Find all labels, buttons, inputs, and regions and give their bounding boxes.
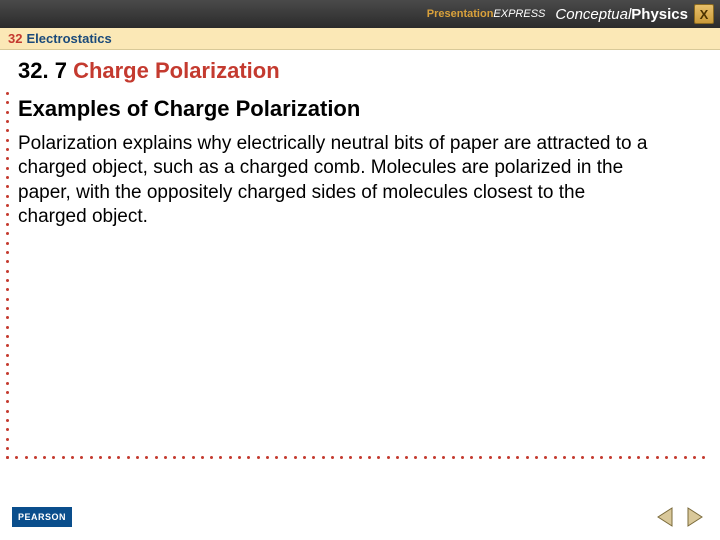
app-topbar: PresentationEXPRESS ConceptualPhysics X [0,0,720,28]
brand-express: PresentationEXPRESS [427,8,546,20]
product-suffix: Physics [631,6,688,23]
chapter-title: Electrostatics [26,31,111,46]
slide-subtitle: Examples of Charge Polarization [18,96,706,122]
chevron-left-icon [652,506,678,528]
prev-button[interactable] [652,506,678,528]
section-title: 32. 7 Charge Polarization [18,58,706,84]
chapter-number: 32 [8,31,22,46]
slide-body: Polarization explains why electrically n… [18,132,658,229]
nav-controls [652,506,708,528]
close-button[interactable]: X [694,4,714,24]
section-name: Charge Polarization [73,58,280,83]
decorative-dots-horizontal [6,456,706,462]
slide-content: 32. 7 Charge Polarization Examples of Ch… [18,58,706,229]
brand-suffix: EXPRESS [493,8,545,20]
decorative-dots-vertical [6,92,12,460]
slide-footer: PEARSON [0,500,720,540]
close-icon: X [700,7,709,22]
next-button[interactable] [682,506,708,528]
product-prefix: Conceptual [555,6,631,23]
chapter-bar: 32 Electrostatics [0,28,720,50]
section-number: 32. 7 [18,58,67,83]
publisher-logo: PEARSON [12,507,72,527]
product-name: ConceptualPhysics [555,6,688,23]
brand-prefix: Presentation [427,8,494,20]
chevron-right-icon [682,506,708,528]
